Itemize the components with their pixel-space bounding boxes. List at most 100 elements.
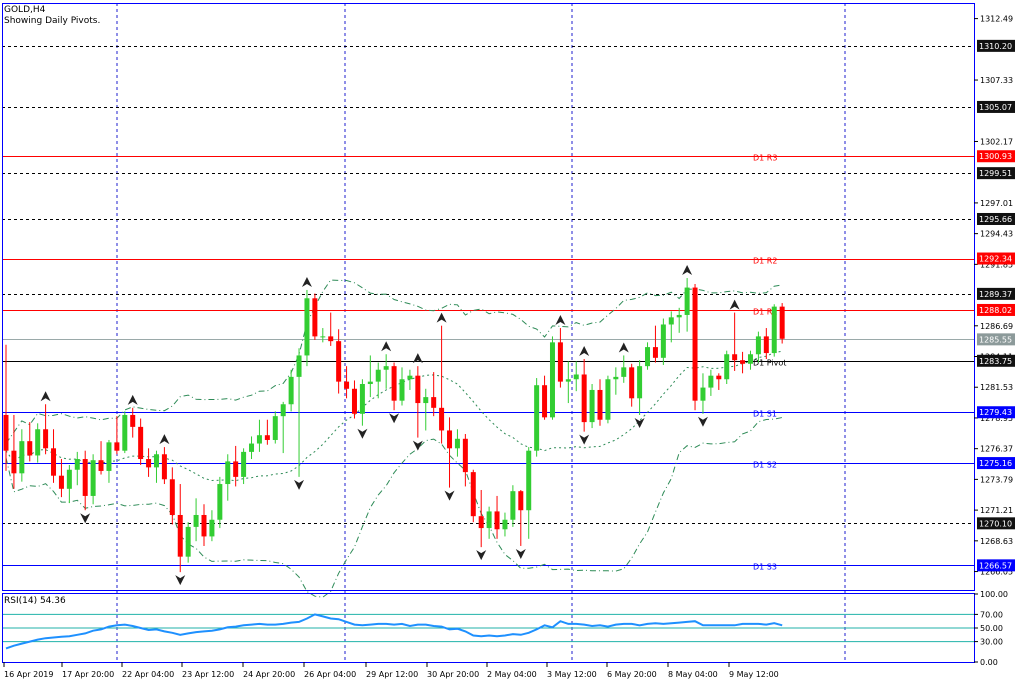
price-tag-box <box>977 252 1015 265</box>
fractal-down-arrow <box>412 440 423 451</box>
candle-body <box>320 336 326 338</box>
candle-body <box>375 369 381 382</box>
candle-body <box>557 342 563 382</box>
fractal-down-arrow <box>444 490 455 501</box>
candle-body <box>51 448 57 476</box>
fractal-up-arrow <box>127 394 138 405</box>
fractal-down-arrow <box>80 513 91 524</box>
price-tick-label: 1291.85 <box>980 260 1013 269</box>
fractal-up-arrow <box>729 299 740 310</box>
candle-body <box>676 314 682 318</box>
candle-body <box>351 388 357 414</box>
candle-body <box>779 306 785 339</box>
candle-body <box>454 438 460 449</box>
candle-body <box>359 384 365 414</box>
time-tick-label: 24 Apr 20:00 <box>243 670 295 679</box>
candle-body <box>684 287 690 315</box>
candle-body <box>35 429 41 456</box>
candle-body <box>478 516 484 529</box>
candle-body <box>201 514 207 537</box>
candle-body <box>209 519 215 537</box>
fractal-up-arrow <box>40 391 51 402</box>
candle-body <box>534 385 540 451</box>
candle-body <box>225 461 231 485</box>
candle-body <box>122 414 128 451</box>
candle-body <box>423 397 429 404</box>
fractal-down-arrow <box>389 413 400 424</box>
candle-body <box>217 484 223 520</box>
candle-body <box>605 379 611 420</box>
pivot-label: D1 S2 <box>753 461 777 470</box>
candle-body <box>161 454 167 480</box>
candle-body <box>724 354 730 380</box>
candle-body <box>256 435 262 444</box>
price-tick-label: 1268.63 <box>980 537 1013 546</box>
price-tag-label: 1305.07 <box>979 103 1012 112</box>
time-tick-label: 29 Apr 12:00 <box>366 670 418 679</box>
pivot-label: D1 R2 <box>753 257 777 266</box>
candle-body <box>573 374 579 380</box>
price-tick-label: 1276.37 <box>980 445 1013 454</box>
time-tick-label: 3 May 12:00 <box>547 670 597 679</box>
price-tick-label: 1297.01 <box>980 199 1013 208</box>
price-tag-box <box>977 354 1015 367</box>
rsi-line <box>5 613 783 650</box>
candle-body <box>518 491 524 511</box>
time-tick-label: 30 Apr 20:00 <box>427 670 479 679</box>
candle-body <box>367 381 373 385</box>
fractal-up-arrow <box>555 315 566 326</box>
candle-body <box>565 379 571 382</box>
candle-body <box>43 429 49 449</box>
price-tag-label: 1299.51 <box>979 169 1012 178</box>
candle-body <box>637 366 643 399</box>
price-tag-label: 1275.16 <box>979 459 1012 468</box>
candle-body <box>272 416 278 440</box>
time-tick-label: 17 Apr 20:00 <box>62 670 114 679</box>
candle-body <box>280 404 286 417</box>
pivot-label: D1 R1 <box>753 308 777 317</box>
candle-body <box>233 461 239 477</box>
candle-body <box>328 336 334 342</box>
time-tick-label: 8 May 04:00 <box>668 670 718 679</box>
price-tag-box <box>977 457 1015 470</box>
candle-body <box>542 385 548 418</box>
pivot-label: D1 R3 <box>753 154 777 163</box>
candle-body <box>589 389 595 423</box>
candle-body <box>462 438 468 473</box>
fractal-up-arrow <box>618 342 629 353</box>
price-tick-label: 1286.69 <box>980 322 1013 331</box>
candle-body <box>510 491 516 520</box>
price-tick-label: 1271.21 <box>980 506 1013 515</box>
candle-body <box>304 298 310 356</box>
fractal-down-arrow <box>697 416 708 427</box>
candle-body <box>98 460 104 471</box>
price-tag-label: 1266.57 <box>979 561 1012 570</box>
rsi-tick-label: 30.00 <box>980 638 1003 647</box>
price-tag-label: 1295.66 <box>979 215 1012 224</box>
rsi-tick-label: 0.00 <box>980 658 998 667</box>
candle-body <box>431 397 437 408</box>
candle-body <box>114 442 120 451</box>
fractal-up-arrow <box>159 434 170 445</box>
pivot-label: D1 S1 <box>753 410 777 419</box>
candle-body <box>692 287 698 401</box>
price-tag-box <box>977 100 1015 113</box>
time-tick-label: 23 Apr 12:00 <box>182 670 234 679</box>
candle-body <box>193 514 199 527</box>
time-tick-label: 6 May 20:00 <box>607 670 657 679</box>
chart-symbol: GOLD,H4 <box>4 5 46 15</box>
candle-body <box>399 379 405 401</box>
candle-body <box>90 460 96 496</box>
fractal-down-arrow <box>634 417 645 428</box>
price-tag-box <box>977 150 1015 163</box>
candle-body <box>439 407 445 431</box>
fractal-down-arrow <box>515 548 526 559</box>
price-tag-label: 1270.10 <box>979 519 1012 528</box>
time-tick-label: 26 Apr 04:00 <box>304 670 356 679</box>
candle-body <box>58 475 64 489</box>
candle-body <box>621 367 627 377</box>
candle-body <box>312 298 318 337</box>
chart-subtitle: Showing Daily Pivots. <box>4 16 100 26</box>
candle-body <box>415 375 421 404</box>
